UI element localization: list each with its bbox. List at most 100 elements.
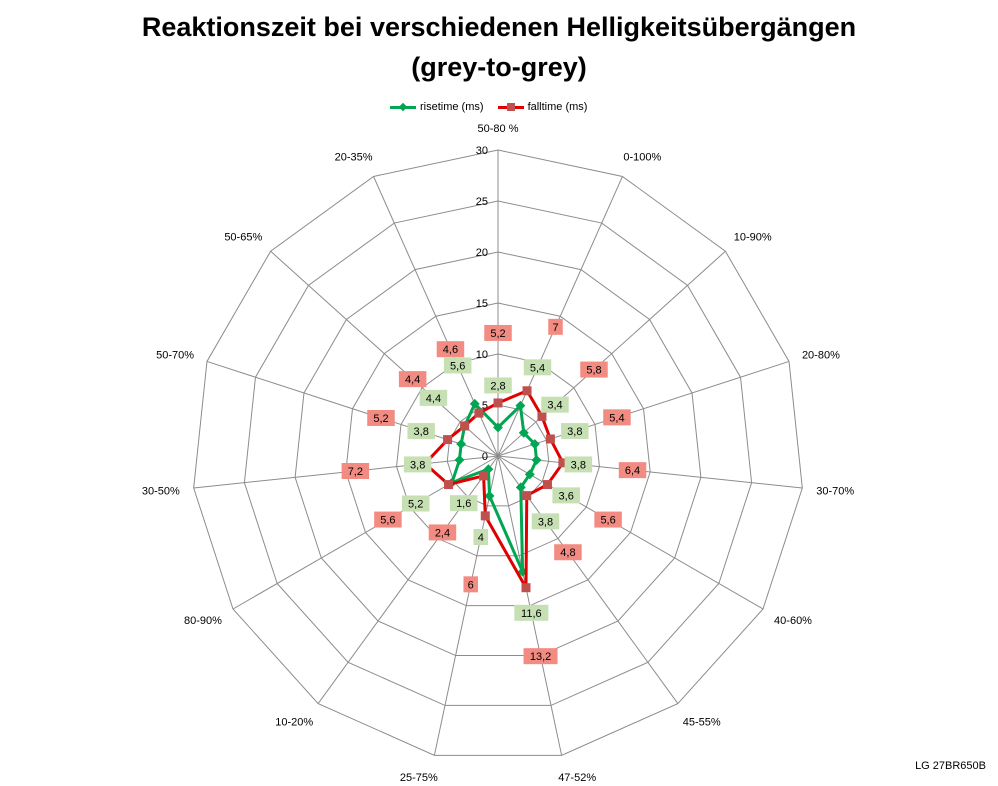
risetime-data-label: 4,4 — [426, 393, 441, 405]
risetime-data-label: 2,8 — [490, 380, 505, 392]
risetime-data-label: 5,4 — [530, 362, 545, 374]
risetime-data-label: 3,8 — [567, 426, 582, 438]
monitor-model-label: LG 27BR650B — [915, 760, 986, 772]
falltime-point — [545, 434, 555, 444]
axis-label-10-90-: 10-90% — [734, 232, 772, 244]
legend-swatch-risetime — [390, 102, 416, 112]
spoke-line — [206, 360, 499, 457]
falltime-label-bg — [548, 318, 563, 335]
axis-label-50-80-: 50-80 % — [478, 123, 519, 135]
risetime-point — [531, 455, 542, 466]
legend-label-falltime: falltime (ms) — [527, 101, 588, 113]
tick-label: 20 — [476, 247, 488, 259]
grid-ring-15 — [345, 302, 651, 607]
risetime-data-label: 4 — [478, 532, 484, 544]
grid-ring-10 — [396, 353, 600, 557]
risetime-series-line — [450, 402, 539, 574]
axis-label-25-75-: 25-75% — [400, 772, 438, 784]
spoke-line — [497, 455, 764, 610]
legend-swatch-falltime — [497, 102, 524, 112]
risetime-label-bg — [514, 604, 549, 621]
falltime-point — [521, 583, 531, 593]
axis-label-45-55-: 45-55% — [683, 716, 721, 728]
falltime-label-bg — [367, 409, 395, 426]
risetime-point — [456, 439, 467, 449]
falltime-point — [479, 471, 489, 481]
risetime-label-bg — [403, 456, 432, 473]
chart-title-line2: (grey-to-grey) — [411, 52, 587, 82]
falltime-point — [444, 480, 454, 490]
falltime-label-bg — [484, 324, 512, 341]
risetime-data-label: 3,8 — [410, 459, 425, 471]
falltime-label-bg — [603, 409, 631, 426]
falltime-point — [522, 386, 532, 396]
axis-label-50-70-: 50-70% — [156, 350, 194, 362]
tick-label: 15 — [476, 298, 488, 310]
falltime-label-bg — [428, 524, 457, 541]
risetime-label-bg — [523, 359, 552, 376]
falltime-series-line — [423, 389, 565, 590]
tick-label: 10 — [476, 349, 488, 361]
falltime-label-bg — [618, 462, 647, 479]
falltime-point — [537, 411, 547, 421]
falltime-point — [522, 491, 532, 501]
risetime-point — [524, 469, 535, 480]
falltime-data-label: 5,2 — [373, 413, 388, 425]
tick-label: 25 — [476, 196, 488, 208]
falltime-point — [493, 398, 503, 408]
axis-label-0-100-: 0-100% — [623, 151, 661, 163]
risetime-label-bg — [443, 357, 472, 374]
falltime-point — [474, 408, 484, 418]
falltime-label-bg — [580, 361, 608, 378]
axis-label-30-50-: 30-50% — [142, 485, 180, 497]
risetime-point — [484, 490, 495, 501]
falltime-data-label: 7,2 — [348, 466, 363, 478]
spoke-line — [497, 176, 623, 457]
risetime-label-bg — [407, 423, 435, 440]
axis-label-20-35-: 20-35% — [335, 151, 373, 163]
legend-item-falltime[interactable]: falltime (ms) — [497, 101, 588, 113]
falltime-point — [480, 511, 490, 521]
axis-label-30-70-: 30-70% — [816, 485, 854, 497]
grid-ring-20 — [294, 251, 702, 657]
axis-label-47-52-: 47-52% — [558, 772, 596, 784]
legend-label-risetime: risetime (ms) — [420, 101, 484, 113]
falltime-label-bg — [374, 511, 402, 528]
risetime-data-label: 1,6 — [456, 498, 471, 510]
falltime-data-label: 6 — [468, 579, 474, 591]
falltime-data-label: 2,4 — [435, 527, 450, 539]
risetime-point — [518, 427, 529, 438]
axis-label-80-90-: 80-90% — [184, 615, 222, 627]
risetime-point — [469, 398, 480, 409]
falltime-point — [542, 480, 552, 490]
legend-item-risetime[interactable]: risetime (ms) — [390, 101, 484, 113]
risetime-data-label: 3,8 — [538, 516, 553, 528]
tick-label: 0 — [482, 451, 488, 463]
falltime-data-label: 5,4 — [609, 412, 624, 424]
risetime-data-label: 3,4 — [547, 400, 562, 412]
falltime-label-bg — [463, 576, 478, 593]
axis-label-20-80-: 20-80% — [802, 350, 840, 362]
grid-ring-25 — [243, 200, 753, 706]
chart-title-line1: Reaktionszeit bei verschiedenen Helligke… — [141, 12, 857, 42]
falltime-data-label: 5,2 — [490, 328, 505, 340]
risetime-label-bg — [531, 513, 560, 530]
falltime-label-bg — [523, 648, 558, 665]
risetime-point — [515, 482, 526, 493]
risetime-label-bg — [419, 389, 448, 406]
tick-label: 5 — [482, 400, 488, 412]
risetime-point — [515, 400, 526, 411]
falltime-point — [558, 458, 568, 468]
risetime-label-bg — [552, 487, 580, 504]
risetime-label-bg — [449, 495, 478, 512]
spoke-line — [497, 250, 726, 457]
risetime-point — [454, 455, 465, 466]
risetime-data-label: 3,6 — [559, 490, 574, 502]
falltime-data-label: 5,6 — [600, 515, 615, 527]
risetime-data-label: 5,6 — [450, 360, 465, 372]
spoke-line — [497, 455, 803, 489]
risetime-label-bg — [564, 456, 593, 473]
falltime-data-label: 5,6 — [380, 515, 395, 527]
risetime-label-bg — [484, 377, 512, 394]
falltime-data-label: 4,6 — [443, 344, 458, 356]
